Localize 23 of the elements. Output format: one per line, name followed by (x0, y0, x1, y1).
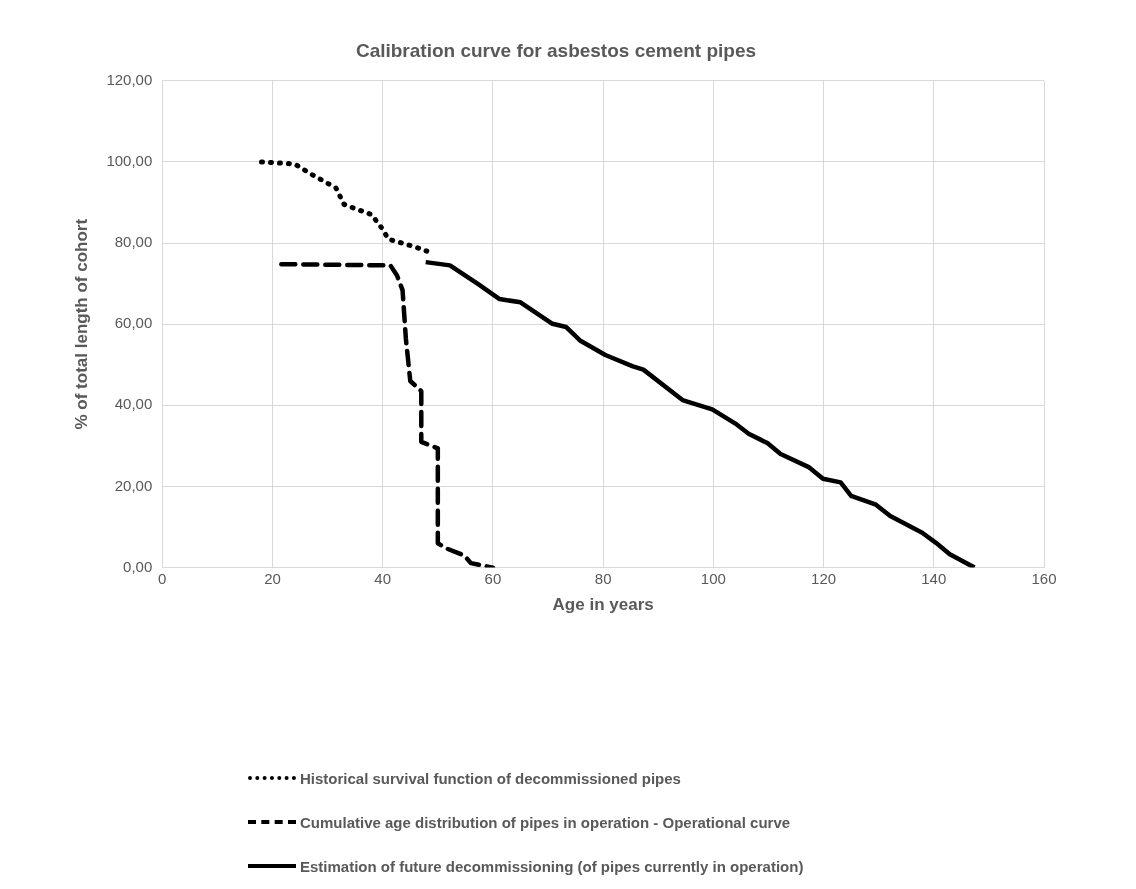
y-tick-label: 80,00 (114, 233, 153, 251)
legend-label: Historical survival function of decommissioned pipes (300, 769, 681, 787)
x-tick-label: 120 (811, 569, 837, 587)
x-tick-label: 80 (594, 569, 612, 587)
y-axis-title: % of total length of cohort (71, 218, 91, 430)
y-tick-label: 120,00 (106, 70, 153, 88)
y-tick-label: 20,00 (114, 476, 153, 494)
y-tick-label: 60,00 (114, 314, 153, 332)
legend-label: Estimation of future decommissioning (of pipes currently in operation) (300, 857, 804, 875)
y-tick-label: 100,00 (106, 152, 153, 170)
y-tick-label: 40,00 (114, 395, 153, 413)
x-tick-label: 20 (264, 569, 281, 587)
x-tick-label: 140 (921, 569, 947, 587)
chart-title: Calibration curve for asbestos cement pipes (355, 39, 757, 61)
legend-label: Cumulative age distribution of pipes in operation - Operational curve (300, 813, 791, 831)
x-tick-label: 40 (374, 569, 392, 587)
x-axis-title: Age in years (552, 595, 654, 615)
x-tick-label: 160 (1031, 569, 1057, 587)
x-tick-label: 100 (700, 569, 726, 587)
line-series (279, 261, 496, 568)
x-tick-label: 0 (158, 569, 167, 587)
x-tick-label: 60 (484, 569, 502, 587)
y-tick-label: 0,00 (123, 557, 153, 575)
